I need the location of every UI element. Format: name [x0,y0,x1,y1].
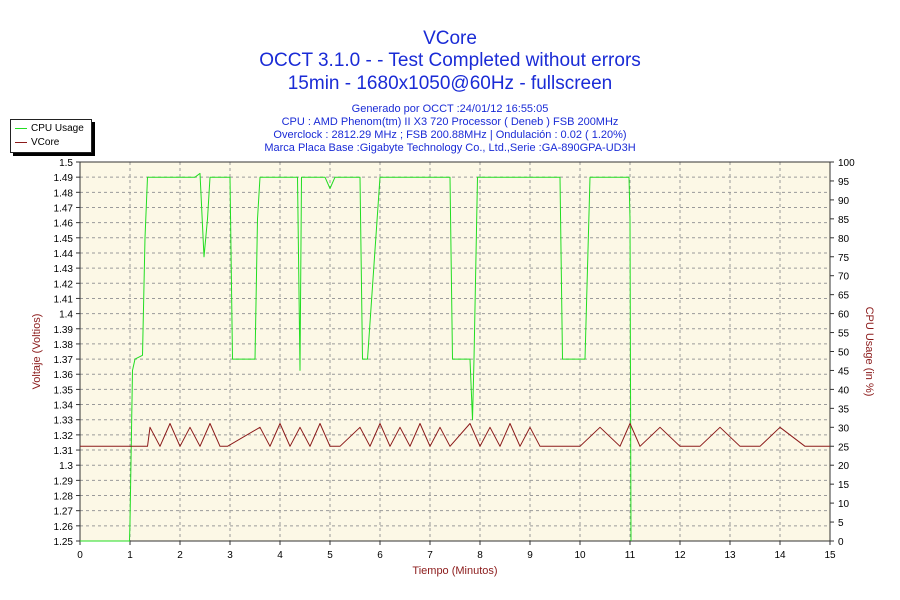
legend-label-vcore: VCore [31,137,60,148]
legend-item-cpu-usage: CPU Usage [15,123,84,135]
y2-tick-label: 95 [838,177,850,188]
y2-tick-label: 85 [838,215,850,226]
y2-tick-label: 35 [838,404,850,415]
legend-label-cpu-usage: CPU Usage [31,123,84,134]
y-tick-label: 1.47 [54,203,74,214]
y-tick-label: 1.46 [54,219,74,230]
y2-tick-label: 90 [838,196,850,207]
y-tick-label: 1.44 [54,249,74,260]
x-tick-label: 5 [327,550,333,561]
y2-tick-label: 60 [838,310,850,321]
y2-tick-label: 80 [838,234,850,245]
legend-swatch-cpu-usage [15,127,27,129]
legend-item-vcore: VCore [15,137,59,149]
plot-area [80,162,830,541]
y2-axis-label: CPU Usage (in %) [863,307,875,397]
x-tick-label: 11 [625,550,636,561]
y-tick-label: 1.27 [54,507,74,518]
x-tick-label: 6 [377,550,383,561]
x-tick-label: 7 [427,550,433,561]
x-tick-label: 15 [824,550,836,561]
info-overclock: Overclock : 2812.29 MHz ; FSB 200.88MHz … [273,129,627,141]
y-tick-label: 1.25 [54,537,74,548]
y-tick-label: 1.39 [54,325,74,336]
x-tick-label: 8 [477,550,483,561]
y2-tick-label: 70 [838,272,850,283]
chart-subtitle-2: 15min - 1680x1050@60Hz - fullscreen [287,73,613,94]
y-tick-label: 1.48 [54,188,74,199]
y2-tick-label: 0 [838,537,844,548]
series-line-cpu-usage [80,172,632,542]
y2-tick-label: 45 [838,366,850,377]
y-tick-label: 1.49 [54,173,74,184]
y-axis-label: Voltaje (Voltios) [31,314,43,390]
y-tick-label: 1.33 [54,416,74,427]
y2-tick-label: 100 [838,158,855,169]
x-tick-label: 2 [177,550,183,561]
x-tick-label: 4 [277,550,283,561]
x-tick-label: 13 [724,550,736,561]
y-tick-label: 1.3 [59,461,73,472]
x-tick-label: 12 [674,550,686,561]
info-generated: Generado por OCCT :24/01/12 16:55:05 [351,103,549,115]
info-motherboard: Marca Placa Base :Gigabyte Technology Co… [264,142,636,154]
y2-tick-label: 5 [838,518,844,529]
x-tick-label: 1 [127,550,133,561]
y2-tick-label: 65 [838,291,850,302]
y2-tick-label: 20 [838,461,850,472]
y-tick-label: 1.37 [54,355,74,366]
y2-tick-label: 40 [838,385,850,396]
y-tick-label: 1.31 [54,446,74,457]
x-tick-label: 9 [527,550,533,561]
y-tick-label: 1.4 [59,310,73,321]
y2-tick-label: 50 [838,348,850,359]
y2-tick-label: 55 [838,329,850,340]
y2-tick-label: 15 [838,480,850,491]
y-tick-label: 1.29 [54,476,74,487]
y2-tick-label: 25 [838,442,850,453]
x-tick-label: 0 [77,550,83,561]
y-tick-label: 1.42 [54,279,74,290]
x-tick-label: 3 [227,550,233,561]
y2-tick-label: 30 [838,423,850,434]
x-axis-label: Tiempo (Minutos) [412,565,497,577]
y-tick-label: 1.34 [54,401,74,412]
info-cpu: CPU : AMD Phenom(tm) II X3 720 Processor… [281,116,619,128]
y-tick-label: 1.36 [54,370,74,381]
y-tick-label: 1.38 [54,340,74,351]
y2-tick-label: 75 [838,253,850,264]
y-tick-label: 1.35 [54,385,74,396]
chart-legend: CPU Usage VCore [10,119,92,153]
y-tick-label: 1.32 [54,431,74,442]
x-tick-label: 14 [774,550,786,561]
y-tick-label: 1.45 [54,234,74,245]
y-tick-label: 1.26 [54,522,74,533]
y-tick-label: 1.5 [59,158,73,169]
chart-title: VCore [423,28,477,49]
series-line-vcore [80,423,830,447]
y-tick-label: 1.28 [54,492,74,503]
legend-swatch-vcore [15,141,27,143]
y-tick-label: 1.43 [54,264,74,275]
y-tick-label: 1.41 [54,294,74,305]
x-tick-label: 10 [574,550,586,561]
chart-subtitle-1: OCCT 3.1.0 - - Test Completed without er… [259,50,641,71]
y2-tick-label: 10 [838,499,850,510]
